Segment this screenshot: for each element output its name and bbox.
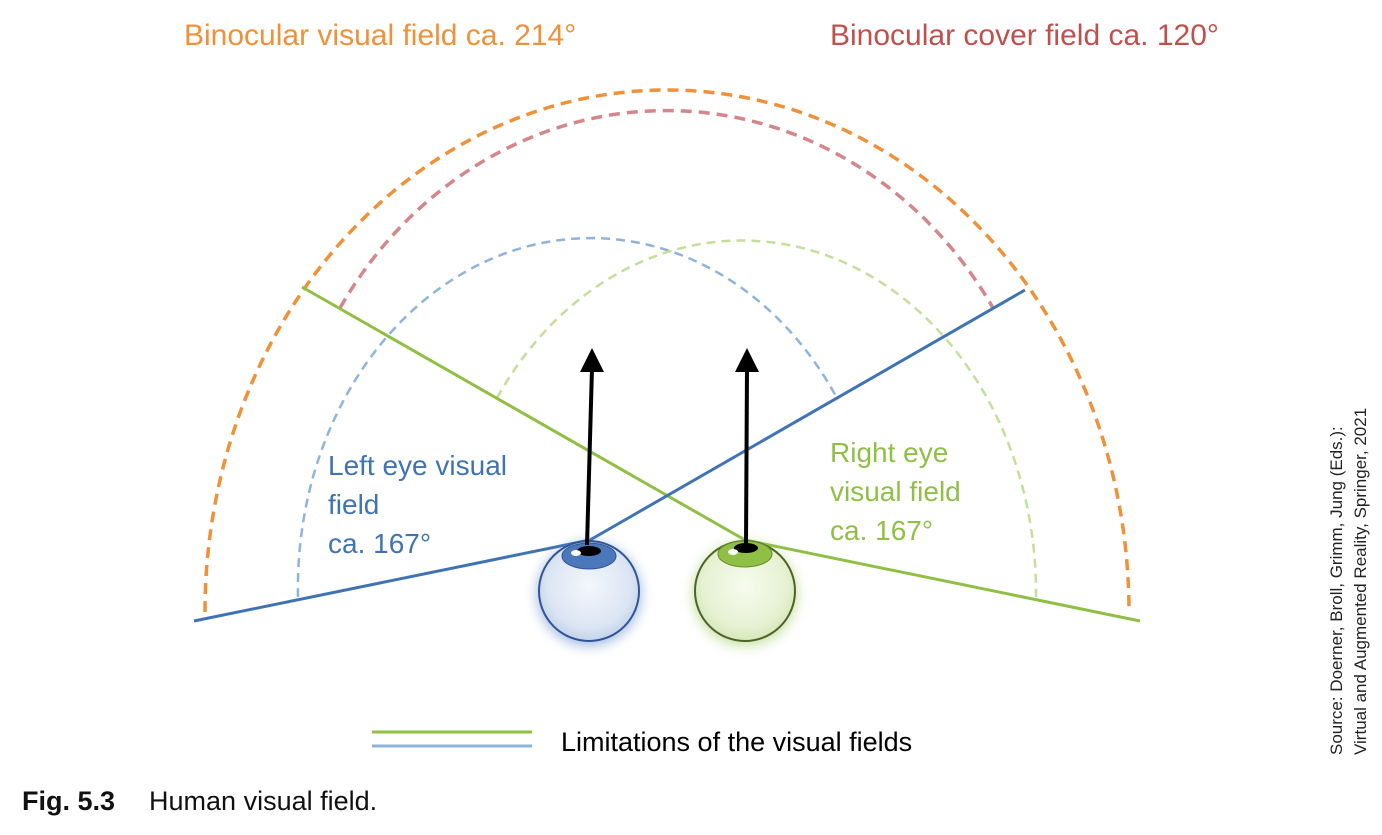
right-eye-limit-line-lower <box>744 538 1141 623</box>
left-eye-limit-line-lower <box>193 538 591 623</box>
figure-caption-text: Human visual field. <box>149 786 378 816</box>
binocular-cover-field-arc <box>338 108 995 309</box>
left-eye-field-arc <box>296 236 840 598</box>
figure-number: Fig. 5.3 <box>22 786 116 816</box>
right-eye-limit-line-upper <box>301 285 746 542</box>
source-line-2: Virtual and Augmented Reality, Springer,… <box>1351 408 1370 755</box>
left-eye-limit-line-upper <box>589 288 1026 542</box>
binocular-visual-field-title: Binocular visual field ca. 214° <box>184 19 576 52</box>
right-eye-label-line-2: visual field <box>830 476 961 507</box>
source-line-1: Source: Doerner, Broll, Grimm, Jung (Eds… <box>1327 426 1346 755</box>
left-eye-gaze-arrow <box>580 348 604 546</box>
right-eye-gaze-arrow <box>735 348 759 546</box>
left-eye-label-line-1: Left eye visual <box>328 450 507 481</box>
figure-caption: Fig. 5.3 Human visual field. <box>22 786 377 817</box>
right-eye <box>693 540 797 646</box>
left-eye <box>537 540 641 646</box>
source-note: Source: Doerner, Broll, Grimm, Jung (Eds… <box>1327 408 1370 755</box>
legend: Limitations of the visual fields <box>372 727 912 757</box>
right-eye-label-line-3: ca. 167° <box>830 515 933 546</box>
left-eye-label-line-3: ca. 167° <box>328 528 431 559</box>
right-eye-field-arc <box>495 239 1038 598</box>
binocular-visual-field-arc <box>203 88 1131 613</box>
legend-label: Limitations of the visual fields <box>561 727 912 757</box>
right-eye-label-line-1: Right eye <box>830 437 948 468</box>
left-eye-label-line-2: field <box>328 489 379 520</box>
binocular-cover-field-title: Binocular cover field ca. 120° <box>830 19 1219 52</box>
